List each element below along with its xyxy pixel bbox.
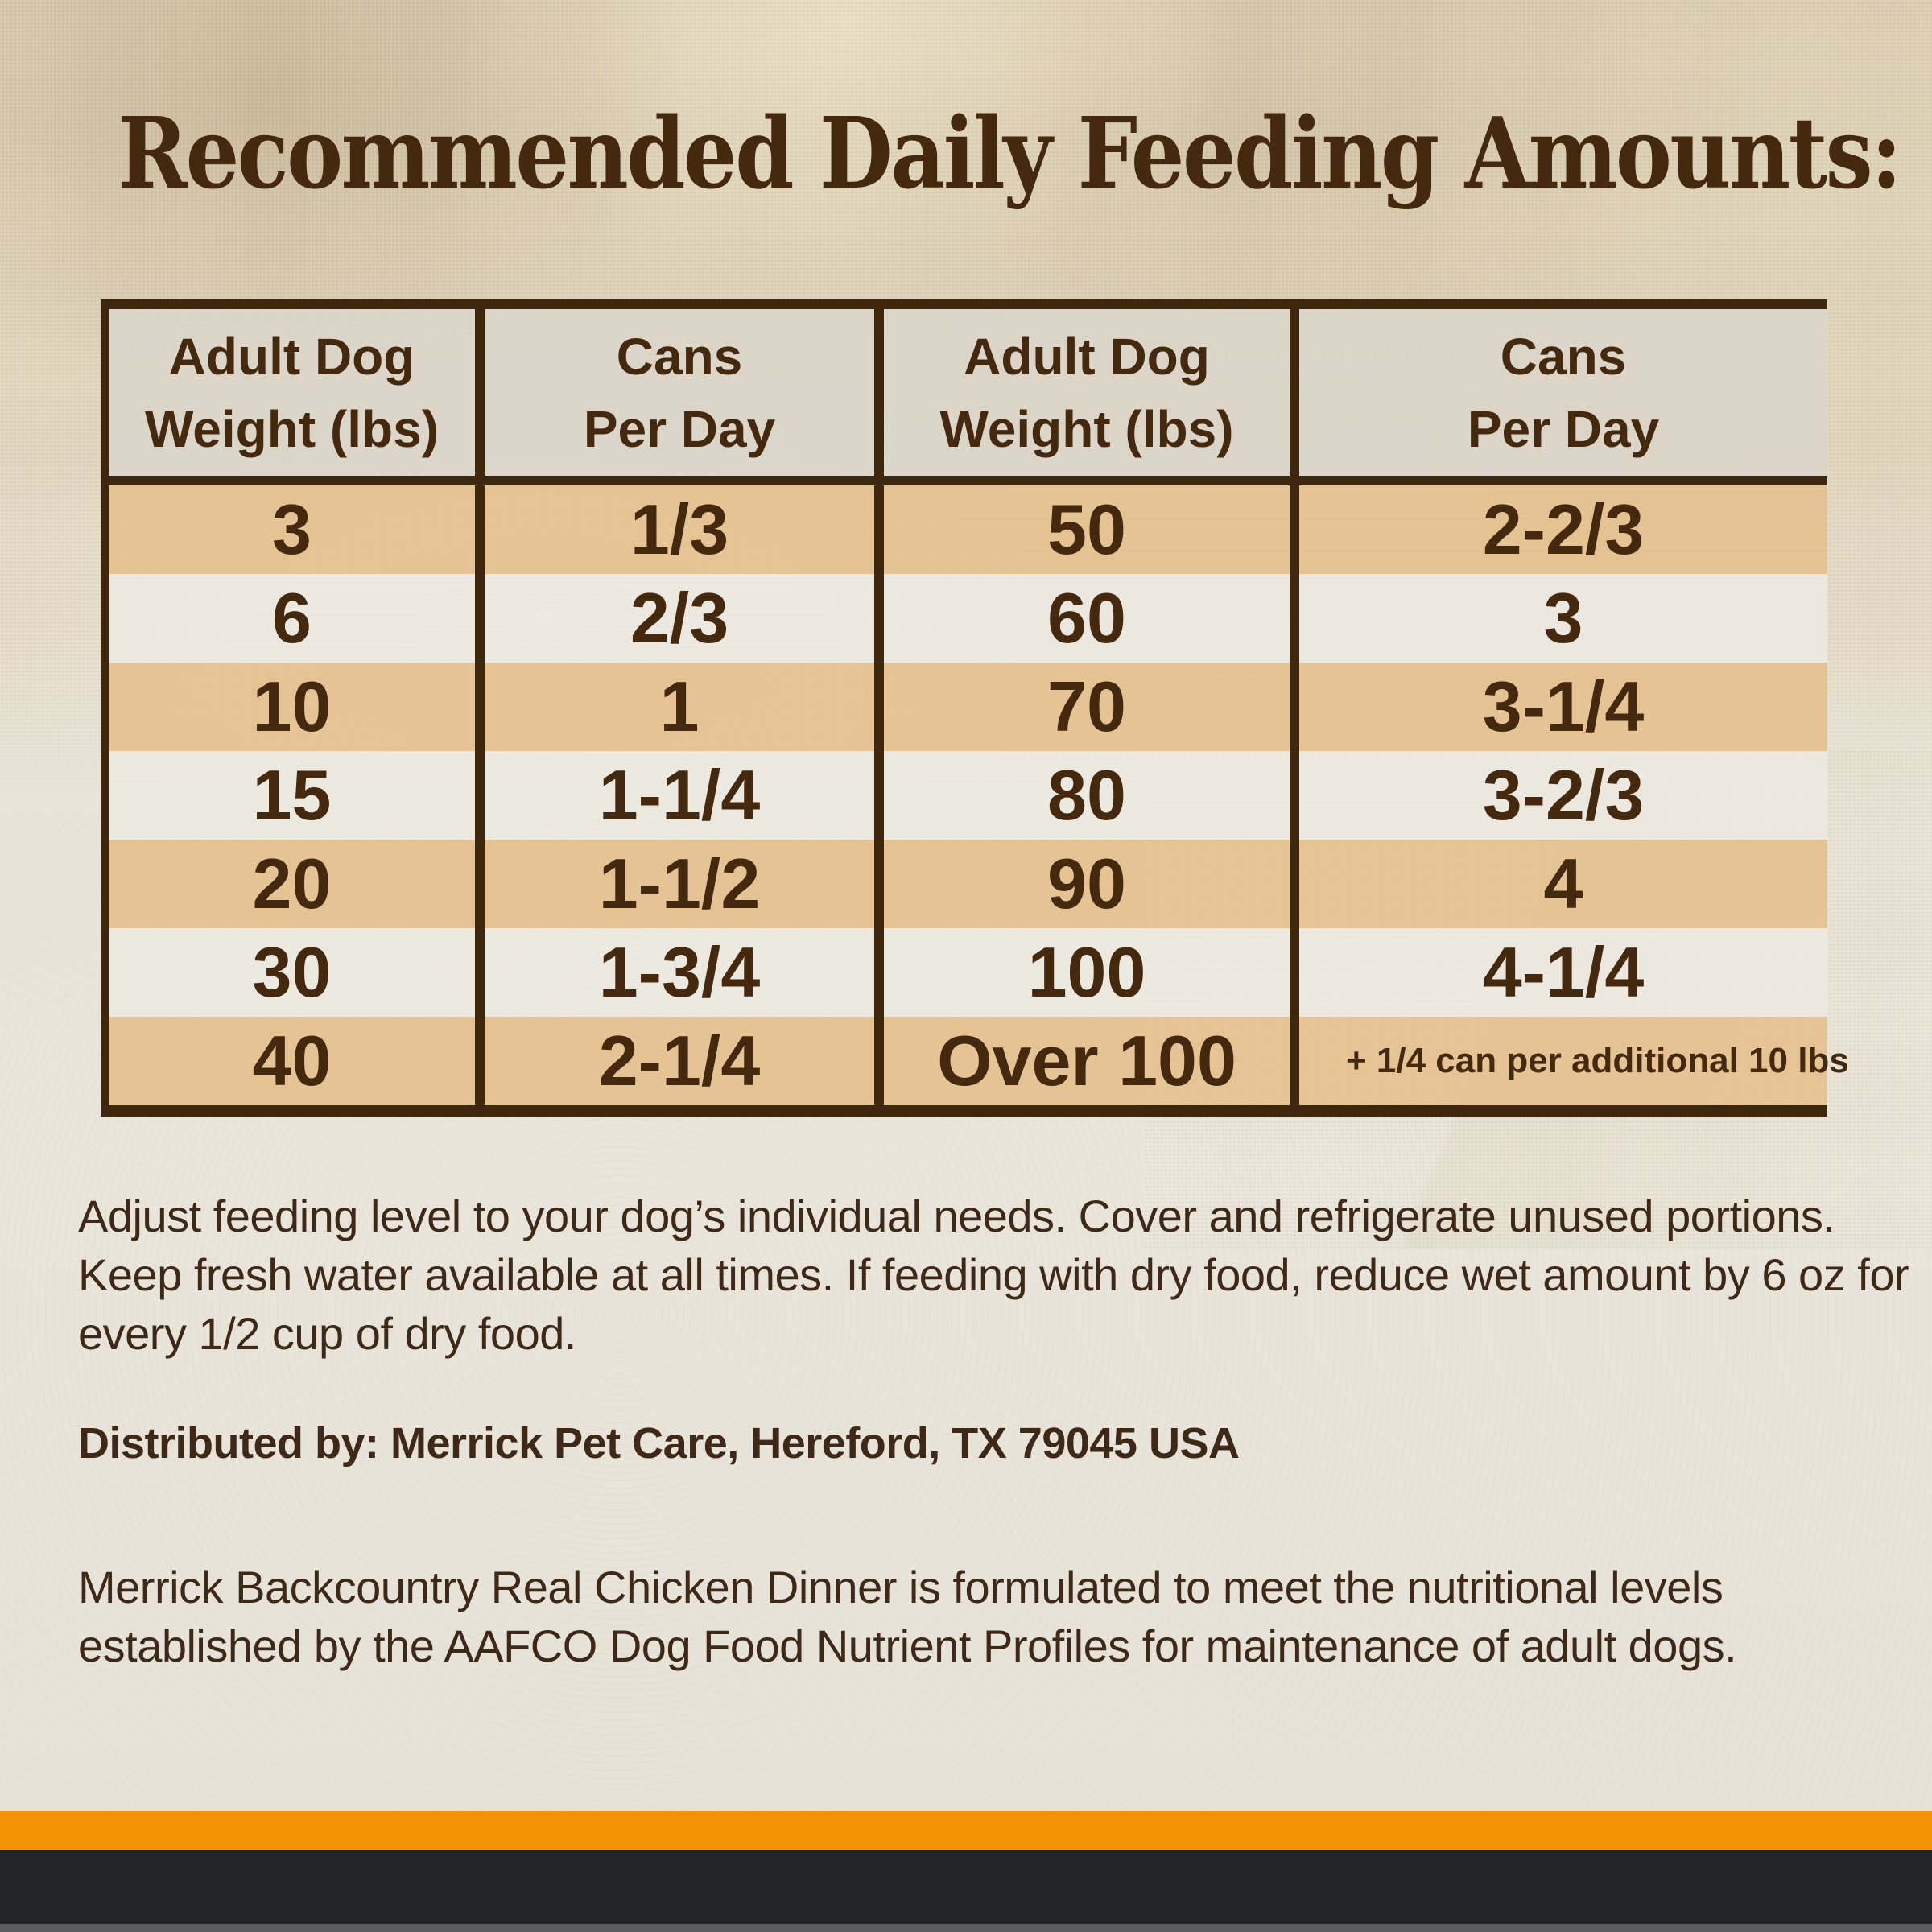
weight-cell: 6 xyxy=(272,578,312,658)
weight-cell: 90 xyxy=(1047,844,1126,923)
cans-cell: 2-1/4 xyxy=(598,1021,761,1100)
column-divider xyxy=(874,574,884,663)
weight-cell: 10 xyxy=(252,667,332,746)
distributor-line: Distributed by: Merrick Pet Care, Herefo… xyxy=(78,1419,1240,1468)
header-line: Cans xyxy=(1500,327,1627,386)
cans-cell: 1-1/2 xyxy=(598,844,761,923)
cans-cell: 1-1/4 xyxy=(598,755,761,835)
table-row: 10 1 70 3-1/4 xyxy=(101,663,1827,751)
table-row: 6 2/3 60 3 xyxy=(101,574,1827,663)
weight-cell: 20 xyxy=(252,844,332,923)
header-line: Adult Dog xyxy=(964,327,1210,386)
header-line: Cans xyxy=(616,327,743,386)
header-line: Weight (lbs) xyxy=(145,399,439,458)
column-divider xyxy=(475,1017,485,1105)
table-left-border xyxy=(101,1017,109,1105)
header-cans-per-day-right: Cans Per Day xyxy=(1299,320,1827,465)
cans-cell: 3 xyxy=(1543,578,1583,658)
header-cans-per-day-left: Cans Per Day xyxy=(485,320,874,465)
column-divider xyxy=(475,485,485,574)
table-row: 15 1-1/4 80 3-2/3 xyxy=(101,751,1827,840)
weight-cell: 40 xyxy=(252,1021,332,1100)
feeding-table: Adult Dog Weight (lbs) Cans Per Day Adul… xyxy=(101,299,1849,1117)
table-top-border xyxy=(101,299,1827,309)
weight-cell: Over 100 xyxy=(937,1021,1236,1100)
header-adult-dog-weight-left: Adult Dog Weight (lbs) xyxy=(109,320,475,465)
weight-cell: 3 xyxy=(272,489,312,569)
column-divider xyxy=(874,485,884,574)
column-divider xyxy=(874,840,884,928)
table-left-border xyxy=(101,928,109,1017)
weight-cell: 30 xyxy=(252,932,332,1012)
cans-cell: 2/3 xyxy=(630,578,729,658)
table-left-border xyxy=(101,751,109,840)
header-line: Per Day xyxy=(1467,399,1660,458)
table-left-border xyxy=(101,840,109,928)
cans-cell: 3-2/3 xyxy=(1482,755,1645,835)
weight-cell: 80 xyxy=(1047,755,1126,835)
table-left-border xyxy=(101,485,109,574)
weight-cell: 60 xyxy=(1047,578,1126,658)
column-divider xyxy=(1290,1017,1299,1105)
aafco-statement: Merrick Backcountry Real Chicken Dinner … xyxy=(78,1562,1737,1671)
weight-cell: 15 xyxy=(252,755,332,835)
header-divider xyxy=(101,476,1827,485)
column-divider xyxy=(874,1017,884,1105)
table-row: 40 2-1/4 Over 100 + 1/4 can per addition… xyxy=(101,1017,1849,1105)
column-divider xyxy=(1290,840,1299,928)
table-row: 3 1/3 50 2-2/3 xyxy=(101,485,1827,574)
column-divider xyxy=(874,309,884,476)
cans-cell: 1/3 xyxy=(630,489,729,569)
cans-cell: 2-2/3 xyxy=(1482,489,1645,569)
cans-cell: 4-1/4 xyxy=(1482,932,1645,1012)
column-divider xyxy=(1290,485,1299,574)
column-divider xyxy=(1290,928,1299,1017)
cans-cell: 1 xyxy=(659,667,700,746)
weight-cell: 70 xyxy=(1047,667,1126,746)
table-left-border xyxy=(101,663,109,751)
cans-cell: 4 xyxy=(1543,844,1583,923)
column-divider xyxy=(475,309,485,476)
column-divider xyxy=(1290,309,1299,476)
column-divider xyxy=(475,928,485,1017)
table-row: 30 1-3/4 100 4-1/4 xyxy=(101,928,1827,1017)
cans-cell: 3-1/4 xyxy=(1482,667,1645,746)
footer-gray-line xyxy=(0,1924,1932,1932)
column-divider xyxy=(475,840,485,928)
table-row: 20 1-1/2 90 4 xyxy=(101,840,1827,928)
cans-note-cell: + 1/4 can per additional 10 lbs xyxy=(1346,1041,1849,1080)
column-divider xyxy=(475,574,485,663)
page-title: Recommended Daily Feeding Amounts: xyxy=(118,95,1902,211)
column-divider xyxy=(475,663,485,751)
table-left-border xyxy=(101,309,109,476)
footer-black-bar xyxy=(0,1850,1932,1932)
column-divider xyxy=(874,928,884,1017)
feeding-note-paragraph: Adjust feeding level to your dog’s indiv… xyxy=(78,1191,1909,1359)
column-divider xyxy=(1290,663,1299,751)
table-left-border xyxy=(101,574,109,663)
column-divider xyxy=(475,751,485,840)
header-line: Per Day xyxy=(583,399,776,458)
column-divider xyxy=(1290,751,1299,840)
table-bottom-border xyxy=(101,1105,1827,1117)
header-line: Weight (lbs) xyxy=(939,399,1234,458)
header-adult-dog-weight-right: Adult Dog Weight (lbs) xyxy=(884,320,1290,465)
table-header-row: Adult Dog Weight (lbs) Cans Per Day Adul… xyxy=(101,309,1827,476)
column-divider xyxy=(874,663,884,751)
weight-cell: 50 xyxy=(1047,489,1126,569)
weight-cell: 100 xyxy=(1027,932,1146,1012)
header-line: Adult Dog xyxy=(168,327,415,386)
cans-cell: 1-3/4 xyxy=(598,932,761,1012)
footer-orange-bar xyxy=(0,1811,1932,1850)
column-divider xyxy=(874,751,884,840)
column-divider xyxy=(1290,574,1299,663)
